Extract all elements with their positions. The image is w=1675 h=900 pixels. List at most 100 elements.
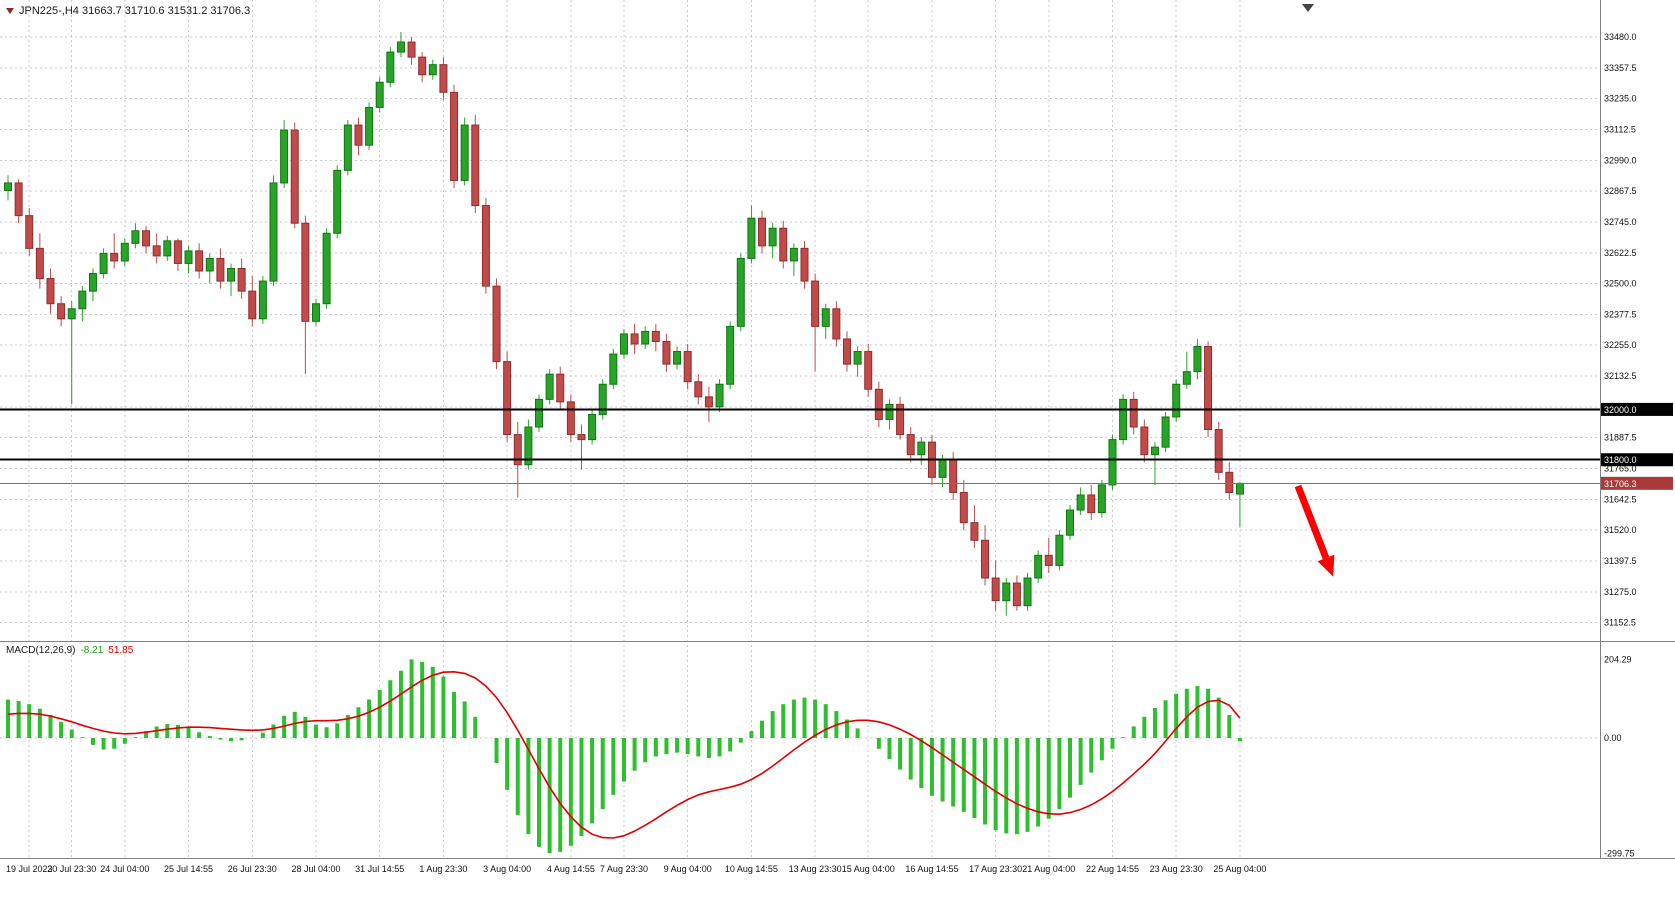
candle-bullish (938, 459, 947, 478)
candle-bearish (1214, 429, 1223, 473)
candle-bearish (57, 303, 66, 320)
time-tick-label: 21 Aug 04:00 (1022, 864, 1075, 874)
time-tick-label: 25 Jul 14:55 (164, 864, 213, 874)
candle-bullish (917, 441, 926, 456)
time-tick-label: 15 Aug 04:00 (842, 864, 895, 874)
candle-bearish (779, 227, 788, 262)
candle-bullish (343, 124, 352, 171)
candle-bullish (588, 413, 597, 441)
candle-bullish (333, 169, 342, 234)
candle-bullish (619, 333, 628, 355)
price-tick-label: 32500.0 (1604, 279, 1637, 289)
price-tick-label: 33357.5 (1604, 63, 1637, 73)
candle-bullish (269, 182, 278, 282)
candle-bearish (694, 381, 703, 398)
level-price-tag-label: 31800.0 (1604, 455, 1637, 465)
candle-bearish (1012, 582, 1021, 607)
candle-bearish (970, 522, 979, 541)
candle-bearish (704, 396, 713, 408)
candle-bearish (874, 388, 883, 420)
candle-bearish (864, 351, 873, 390)
price-tick-label: 32867.5 (1604, 186, 1637, 196)
candle-bullish (853, 351, 862, 365)
candle-bullish (67, 308, 76, 320)
price-tick-label: 32132.5 (1604, 371, 1637, 381)
candle-bullish (99, 252, 108, 275)
candle-bullish (545, 373, 554, 400)
candle-bullish (1076, 494, 1085, 511)
time-tick-label: 23 Aug 23:30 (1150, 864, 1203, 874)
candle-bullish (205, 257, 214, 272)
candle-bearish (513, 434, 522, 466)
candle-bearish (290, 129, 299, 224)
candle-bullish (715, 383, 724, 408)
candle-bearish (842, 338, 851, 365)
candle-bearish (1087, 494, 1096, 514)
candle-bearish (949, 459, 958, 493)
candle-bullish (1161, 416, 1170, 448)
time-tick-label: 4 Aug 14:55 (547, 864, 595, 874)
candle-bearish (896, 403, 905, 436)
candle-bearish (142, 230, 151, 247)
macd-tick-label: 204.29 (1604, 654, 1632, 664)
candle-bullish (322, 232, 331, 305)
candle-bearish (566, 401, 575, 436)
time-tick-label: 22 Aug 14:55 (1086, 864, 1139, 874)
candle-bullish (1193, 346, 1202, 373)
candle-bearish (407, 41, 416, 58)
candle-bullish (598, 383, 607, 415)
candle-bullish (184, 250, 193, 264)
bid-price-tag-label: 31706.3 (1604, 479, 1637, 489)
candle-bearish (481, 205, 490, 287)
price-tick-label: 32990.0 (1604, 155, 1637, 165)
candle-bearish (439, 64, 448, 93)
candle-bullish (736, 257, 745, 327)
candle-bullish (1034, 554, 1043, 579)
candle-bullish (821, 308, 830, 327)
candle-bearish (651, 330, 660, 342)
candle-bullish (386, 51, 395, 83)
candle-bullish (1023, 577, 1032, 607)
candle-bearish (832, 308, 841, 340)
trend-arrow-head[interactable] (1317, 554, 1335, 577)
candle-bullish (311, 303, 320, 322)
candle-bullish (524, 426, 533, 466)
candle-bullish (78, 290, 87, 310)
candle-bearish (418, 56, 427, 76)
candle-bullish (163, 240, 172, 257)
price-tick-label: 33112.5 (1604, 124, 1636, 134)
time-tick-label: 25 Aug 04:00 (1213, 864, 1266, 874)
candle-bearish (503, 361, 512, 436)
candle-bearish (959, 491, 968, 524)
chart-shift-marker-icon[interactable] (1302, 4, 1314, 12)
candle-bearish (248, 290, 257, 320)
candle-bullish (1119, 398, 1128, 441)
candle-bullish (1172, 383, 1181, 418)
candle-bullish (1097, 484, 1106, 514)
time-tick-label: 7 Aug 23:30 (600, 864, 648, 874)
candle-bearish (811, 280, 820, 327)
candle-bullish (535, 398, 543, 428)
candle-bullish (460, 124, 469, 181)
price-tick-label: 31642.5 (1604, 494, 1637, 504)
candle-bullish (88, 273, 97, 292)
candle-bullish (1150, 446, 1159, 456)
candle-bullish (768, 227, 777, 247)
candle-bearish (906, 434, 915, 456)
macd-tick-label: 0.00 (1604, 733, 1622, 743)
candle-bullish (428, 64, 437, 76)
candle-bearish (1129, 398, 1138, 428)
trend-arrow-line[interactable] (1294, 484, 1330, 560)
time-tick-label: 31 Jul 14:55 (355, 864, 404, 874)
candle-bearish (471, 124, 480, 207)
candle-bearish (195, 250, 204, 272)
symbol-dropdown-icon[interactable] (6, 8, 14, 14)
time-tick-label: 26 Jul 23:30 (228, 864, 277, 874)
price-tick-label: 32745.0 (1604, 217, 1637, 227)
price-tick-label: 33480.0 (1604, 32, 1637, 42)
price-tick-label: 31152.5 (1604, 618, 1636, 628)
